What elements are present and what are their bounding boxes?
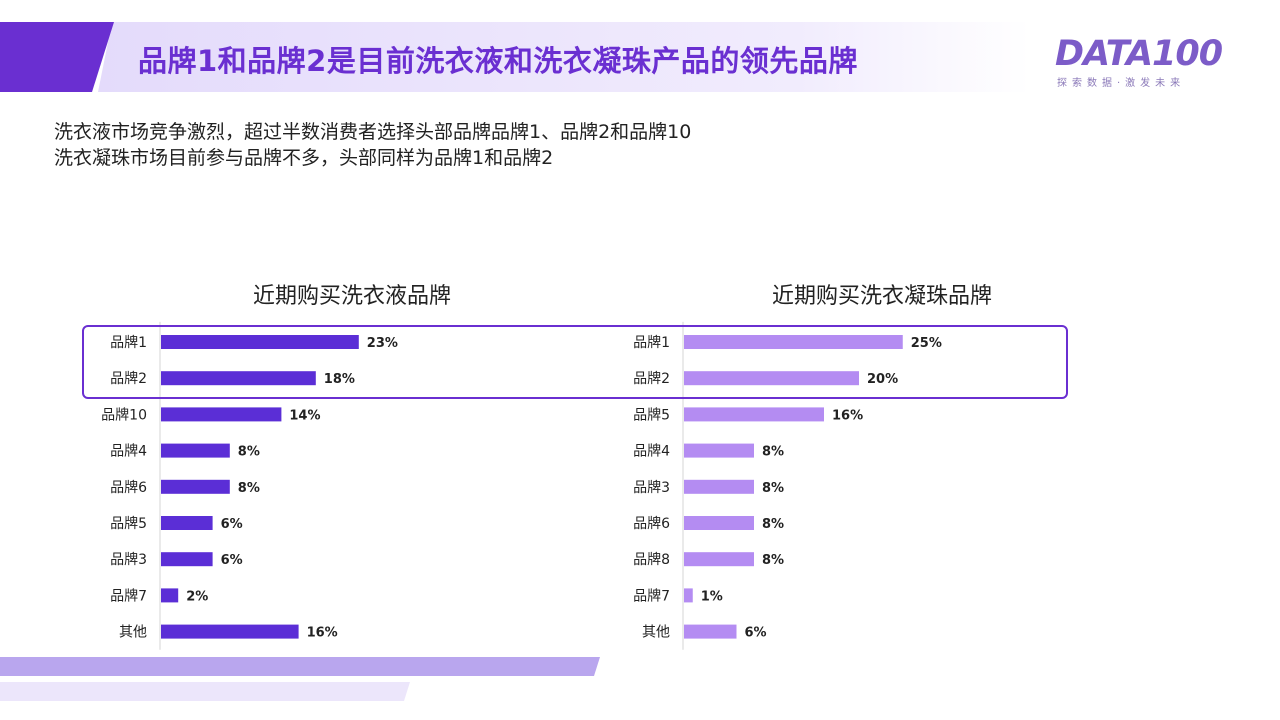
right-chart-title: 近期购买洗衣凝珠品牌 bbox=[771, 284, 992, 309]
bar bbox=[161, 552, 213, 567]
data-label: 2% bbox=[186, 589, 208, 604]
summary-line-2: 洗衣凝珠市场目前参与品牌不多，头部同样为品牌1和品牌2 bbox=[54, 147, 554, 169]
bar bbox=[161, 479, 230, 494]
data-label: 14% bbox=[289, 408, 320, 423]
data-label: 23% bbox=[367, 336, 398, 351]
category-label: 品牌5 bbox=[633, 406, 670, 423]
data-label: 8% bbox=[762, 517, 784, 532]
bar bbox=[161, 407, 282, 422]
category-label: 品牌1 bbox=[633, 334, 670, 351]
page-title: 品牌1和品牌2是目前洗衣液和洗衣凝珠产品的领先品牌 bbox=[138, 44, 858, 78]
category-label: 品牌5 bbox=[110, 515, 147, 532]
data-label: 1% bbox=[701, 589, 723, 604]
logo-tagline: 探索数据·激发未来 bbox=[1057, 78, 1186, 89]
category-label: 品牌7 bbox=[633, 587, 670, 604]
category-label: 品牌2 bbox=[633, 370, 670, 387]
data-label: 25% bbox=[911, 336, 942, 351]
data-label: 8% bbox=[238, 481, 260, 496]
bar bbox=[161, 516, 213, 530]
data-label: 8% bbox=[238, 445, 260, 460]
data-label: 20% bbox=[867, 372, 898, 387]
data-label: 8% bbox=[762, 553, 784, 568]
logo-text: DATA100 bbox=[1055, 34, 1223, 74]
bar bbox=[684, 552, 754, 567]
category-label: 品牌7 bbox=[110, 587, 147, 604]
bar bbox=[684, 624, 737, 639]
left-chart-title: 近期购买洗衣液品牌 bbox=[252, 284, 451, 309]
category-label: 品牌3 bbox=[633, 479, 670, 496]
bar bbox=[161, 335, 359, 349]
category-label: 品牌10 bbox=[101, 406, 147, 423]
bar bbox=[161, 588, 179, 603]
category-label: 品牌6 bbox=[633, 515, 670, 532]
bar bbox=[684, 335, 903, 349]
brand-logo: DATA100 探索数据·激发未来 bbox=[1055, 34, 1245, 90]
bar bbox=[161, 443, 230, 458]
data-label: 6% bbox=[221, 517, 243, 532]
summary-line-1: 洗衣液市场竞争激烈，超过半数消费者选择头部品牌品牌1、品牌2和品牌10 bbox=[54, 121, 692, 143]
category-label: 品牌3 bbox=[110, 551, 147, 568]
header-band bbox=[0, 22, 1030, 92]
category-label: 品牌8 bbox=[633, 551, 670, 568]
category-label: 品牌4 bbox=[110, 443, 147, 460]
bar bbox=[684, 443, 754, 458]
data-label: 16% bbox=[307, 626, 338, 641]
data-label: 18% bbox=[324, 372, 355, 387]
category-label: 其他 bbox=[642, 625, 670, 641]
data-label: 6% bbox=[745, 626, 767, 641]
highlight-box bbox=[82, 325, 1068, 399]
category-label: 品牌2 bbox=[110, 370, 147, 387]
bar bbox=[684, 479, 754, 494]
data-label: 16% bbox=[832, 408, 863, 423]
category-label: 品牌4 bbox=[633, 443, 670, 460]
category-label: 品牌1 bbox=[110, 334, 147, 351]
category-label: 其他 bbox=[119, 625, 147, 641]
bar bbox=[684, 588, 693, 603]
bar bbox=[684, 407, 824, 422]
category-label: 品牌6 bbox=[110, 479, 147, 496]
data-label: 8% bbox=[762, 445, 784, 460]
bar bbox=[684, 516, 754, 530]
bar bbox=[684, 371, 859, 386]
bar bbox=[161, 371, 316, 386]
bar bbox=[161, 624, 299, 639]
data-label: 8% bbox=[762, 481, 784, 496]
data-label: 6% bbox=[221, 553, 243, 568]
